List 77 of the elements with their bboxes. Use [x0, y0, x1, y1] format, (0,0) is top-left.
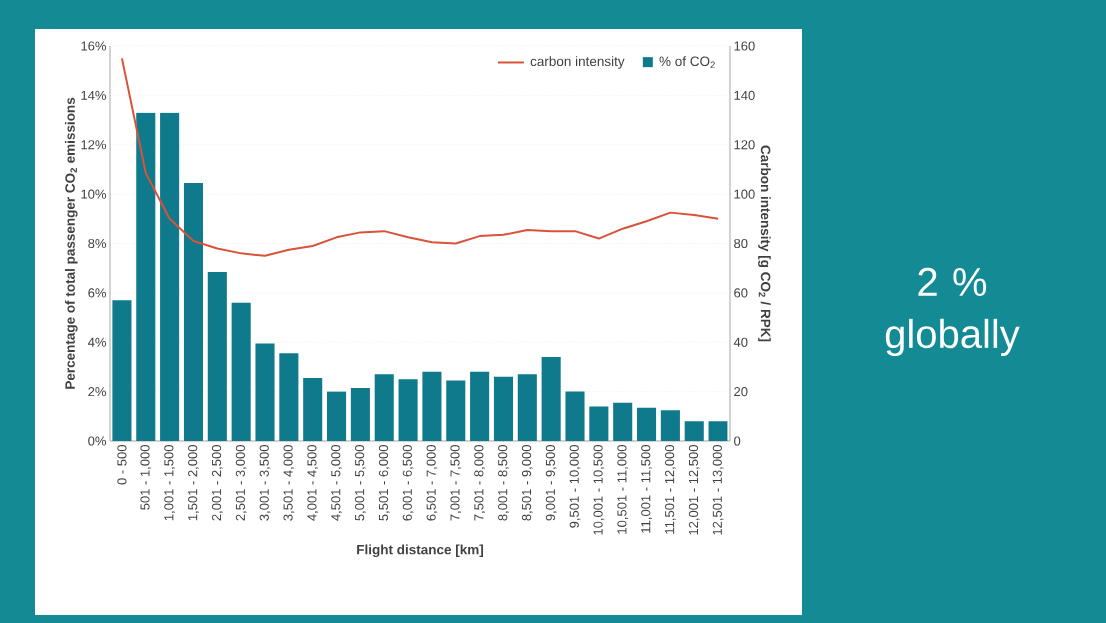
- y-tick-label: 16%: [81, 41, 107, 51]
- bar: [660, 410, 680, 441]
- bar: [637, 407, 657, 441]
- bar: [327, 391, 347, 441]
- bar: [684, 421, 704, 441]
- bar: [517, 374, 537, 441]
- y2-tick-label: 20: [734, 387, 748, 397]
- bar: [422, 371, 442, 441]
- y2-tick-label: 100: [734, 189, 755, 199]
- x-tick-label: 11,001 - 11,500: [641, 445, 652, 533]
- y-axis-title: Percentage of total passenger CO$_{2}$ emissions: [64, 97, 78, 389]
- x-tick-label: 6,501 - 7,000: [426, 445, 438, 521]
- x-tick-label: 12,501 - 13,000: [712, 445, 724, 535]
- y-tick-label: 4%: [87, 337, 107, 347]
- x-tick-label: 5,501 - 6,000: [378, 445, 390, 521]
- bar: [160, 112, 180, 441]
- y2-tick-label: 40: [733, 337, 748, 347]
- bar: [398, 379, 418, 441]
- y-tick-label: 10%: [81, 189, 107, 199]
- x-tick-label: 9,501 - 10,000: [569, 445, 581, 528]
- x-tick-label: 4,001 - 4,500: [307, 445, 319, 521]
- bar: [708, 421, 728, 441]
- x-tick-label: 9,001 - 9,500: [545, 445, 557, 521]
- x-tick-label: 7,501 - 8,000: [474, 445, 485, 521]
- y-tick-label: 2%: [88, 387, 107, 397]
- y2-tick-label: 80: [734, 238, 748, 249]
- y2-axis-title: Carbon intensity [g CO$_{2}$ / RPK]: [758, 145, 771, 342]
- x-tick-label: 501 - 1,000: [140, 445, 152, 510]
- text: 2 % globally: [885, 267, 1020, 357]
- y-tick-label: 0%: [88, 436, 107, 446]
- y-tick-label: 14%: [81, 90, 107, 100]
- bar: [565, 391, 585, 441]
- y2-tick-label: 140: [734, 90, 755, 100]
- y2-tick-label: 160: [734, 41, 755, 51]
- y2-tick-label: 0: [734, 436, 741, 446]
- x-tick-label: 7,001 - 7,500: [450, 445, 462, 521]
- x-tick-label: 2,001 - 2,500: [211, 445, 223, 521]
- bar: [112, 300, 132, 441]
- x-tick-label: 1,501 - 2,000: [188, 445, 199, 521]
- bar: [589, 406, 609, 441]
- x-tick-label: 12,001 - 12,500: [688, 445, 700, 535]
- x-tick-label: 0 - 500: [117, 445, 127, 485]
- legend-label: % of CO$_{2}$: [659, 56, 715, 69]
- x-tick-label: 3,001 - 3,500: [259, 445, 271, 521]
- x-tick-label: 10,501 - 11,000: [617, 445, 629, 534]
- bar: [183, 183, 204, 441]
- legend-label: carbon intensity: [530, 56, 625, 69]
- bar: [136, 112, 156, 441]
- bar: [470, 371, 490, 441]
- bar: [303, 378, 323, 441]
- line-series: [120, 57, 720, 257]
- bar: [231, 302, 251, 441]
- x-tick-label: 8,001 - 8,500: [498, 445, 509, 521]
- x-tick-label: 4,501 - 5,000: [331, 445, 342, 521]
- bar: [613, 402, 633, 441]
- x-tick-label: 10,001 - 10,500: [593, 445, 605, 535]
- x-tick-label: 11,501 - 12,000: [665, 445, 676, 534]
- bar: [207, 271, 227, 441]
- y-tick-label: 12%: [81, 140, 107, 150]
- y-tick-label: 6%: [88, 288, 107, 298]
- bar: [446, 380, 466, 441]
- x-axis-title: Flight distance [km]: [357, 544, 483, 558]
- bar: [541, 357, 561, 441]
- bar: [279, 353, 299, 441]
- x-tick-label: 1,001 - 1,500: [164, 445, 175, 521]
- bar: [374, 374, 394, 441]
- x-tick-label: 3,501 - 4,000: [283, 445, 295, 521]
- x-tick-label: 8,501 - 9,000: [521, 445, 533, 521]
- x-tick-label: 2,501 - 3,000: [235, 445, 247, 521]
- bar: [255, 343, 275, 441]
- x-tick-label: 5,001 - 5,500: [355, 445, 366, 521]
- x-tick-label: 6,001 - 6,500: [402, 445, 414, 521]
- y2-tick-label: 120: [734, 140, 755, 150]
- bar: [493, 376, 514, 441]
- y-tick-label: 8%: [88, 238, 107, 249]
- bar: [350, 387, 370, 441]
- y2-tick-label: 60: [734, 288, 748, 298]
